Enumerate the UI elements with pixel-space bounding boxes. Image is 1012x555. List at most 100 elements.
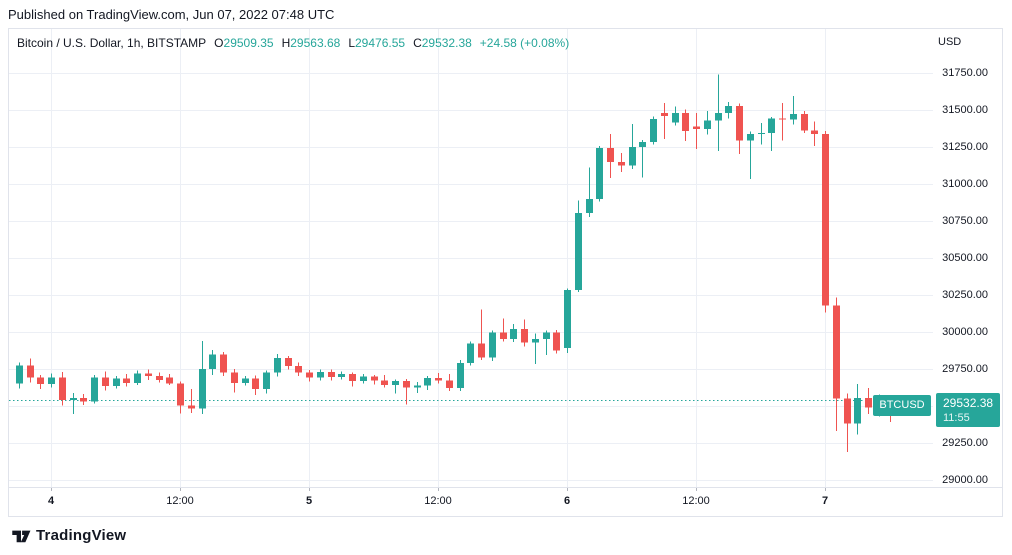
candle-body bbox=[715, 112, 722, 121]
candle-body bbox=[371, 376, 378, 381]
symbol-legend: Bitcoin / U.S. Dollar, 1h, BITSTAMP O2950… bbox=[17, 36, 569, 50]
candle-body bbox=[618, 162, 625, 166]
candle-body bbox=[758, 133, 765, 135]
candle-body bbox=[306, 372, 313, 378]
candle-body bbox=[16, 365, 23, 384]
price-tick-label: 31500.00 bbox=[942, 103, 988, 116]
candle-body bbox=[747, 133, 754, 141]
candle-body bbox=[725, 105, 732, 113]
candle-body bbox=[166, 377, 173, 384]
candle-body bbox=[80, 398, 87, 402]
candle-body bbox=[37, 377, 44, 385]
candle-body bbox=[188, 405, 195, 409]
high-label: H bbox=[281, 36, 291, 50]
candle-body bbox=[27, 365, 34, 378]
candle-body bbox=[865, 397, 872, 408]
candle-body bbox=[123, 378, 130, 384]
candle-body bbox=[661, 113, 668, 117]
price-tick-label: 30750.00 bbox=[942, 214, 988, 227]
candle-body bbox=[252, 378, 259, 389]
candle-body bbox=[521, 328, 528, 343]
low-label: L bbox=[348, 36, 355, 50]
candle-body bbox=[435, 377, 442, 381]
candle-body bbox=[349, 374, 356, 382]
tradingview-brand: TradingView bbox=[11, 525, 126, 545]
time-tick-label: 12:00 bbox=[682, 495, 710, 507]
candle-body bbox=[70, 398, 77, 401]
candle-body bbox=[564, 290, 571, 348]
time-tick-label: 6 bbox=[563, 495, 571, 507]
candle-body bbox=[510, 328, 517, 339]
tradingview-brand-text: TradingView bbox=[36, 526, 127, 544]
candle-body bbox=[693, 126, 700, 130]
price-tick-label: 30500.00 bbox=[942, 251, 988, 264]
candle-body bbox=[811, 130, 818, 134]
candle-body bbox=[553, 332, 560, 351]
candle-body bbox=[145, 373, 152, 377]
candle-body bbox=[59, 377, 66, 401]
candle-body bbox=[242, 378, 249, 384]
candle-body bbox=[575, 213, 582, 291]
candle-body bbox=[736, 105, 743, 141]
candle-body bbox=[532, 338, 539, 343]
bar-countdown: 11:55 bbox=[943, 412, 970, 424]
candle-body bbox=[779, 118, 786, 120]
candle-body bbox=[360, 376, 367, 382]
candle-body bbox=[682, 113, 689, 131]
candle-body bbox=[801, 113, 808, 131]
time-tick-label: 4 bbox=[47, 495, 55, 507]
price-tick-label: 29750.00 bbox=[942, 362, 988, 375]
candle-body bbox=[790, 113, 797, 120]
candle-body bbox=[854, 397, 861, 424]
candle-body bbox=[317, 372, 324, 378]
price-tick-label: 31250.00 bbox=[942, 140, 988, 153]
candle-body bbox=[338, 374, 345, 377]
candle-body bbox=[381, 380, 388, 385]
candle-body bbox=[629, 146, 636, 166]
time-tick-label: 12:00 bbox=[166, 495, 194, 507]
candle-body bbox=[231, 372, 238, 384]
candle-body bbox=[822, 133, 829, 306]
time-tick-label: 12:00 bbox=[424, 495, 452, 507]
candle-body bbox=[199, 369, 206, 409]
change-value: +24.58 (+0.08%) bbox=[479, 36, 570, 50]
candle-body bbox=[639, 141, 646, 147]
last-price-value: 29532.38 bbox=[943, 396, 994, 410]
price-tick-label: 31000.00 bbox=[942, 177, 988, 190]
price-tick-label: 31750.00 bbox=[942, 66, 988, 79]
candle-body bbox=[392, 381, 399, 385]
candle-body bbox=[156, 376, 163, 381]
chart-plot[interactable] bbox=[9, 29, 1002, 516]
candle-body bbox=[844, 398, 851, 424]
high-value: 29563.68 bbox=[290, 36, 341, 50]
candle-body bbox=[833, 305, 840, 399]
candle-body bbox=[414, 385, 421, 388]
candle-body bbox=[295, 366, 302, 373]
candle-body bbox=[424, 377, 431, 386]
candle-body bbox=[607, 147, 614, 163]
candle-body bbox=[328, 372, 335, 377]
candle-body bbox=[134, 373, 141, 384]
candle-body bbox=[48, 377, 55, 385]
candle-body bbox=[704, 120, 711, 130]
close-value: 29532.38 bbox=[421, 36, 472, 50]
candle-body bbox=[209, 354, 216, 370]
candle-body bbox=[650, 118, 657, 142]
open-label: O bbox=[214, 36, 224, 50]
candle-body bbox=[274, 358, 281, 373]
time-tick-label: 5 bbox=[305, 495, 313, 507]
candle-body bbox=[478, 343, 485, 358]
candle-body bbox=[403, 381, 410, 388]
last-price-badge: 29532.38 11:55 bbox=[936, 393, 1000, 427]
candle-body bbox=[446, 380, 453, 389]
candle-body bbox=[177, 383, 184, 406]
candle-body bbox=[543, 332, 550, 339]
candle-body bbox=[457, 363, 464, 389]
candle-body bbox=[263, 372, 270, 389]
price-tick-label: 30000.00 bbox=[942, 325, 988, 338]
candle-body bbox=[102, 377, 109, 386]
candle-body bbox=[768, 118, 775, 134]
time-tick-label: 7 bbox=[821, 495, 829, 507]
close-label: C bbox=[413, 36, 422, 50]
